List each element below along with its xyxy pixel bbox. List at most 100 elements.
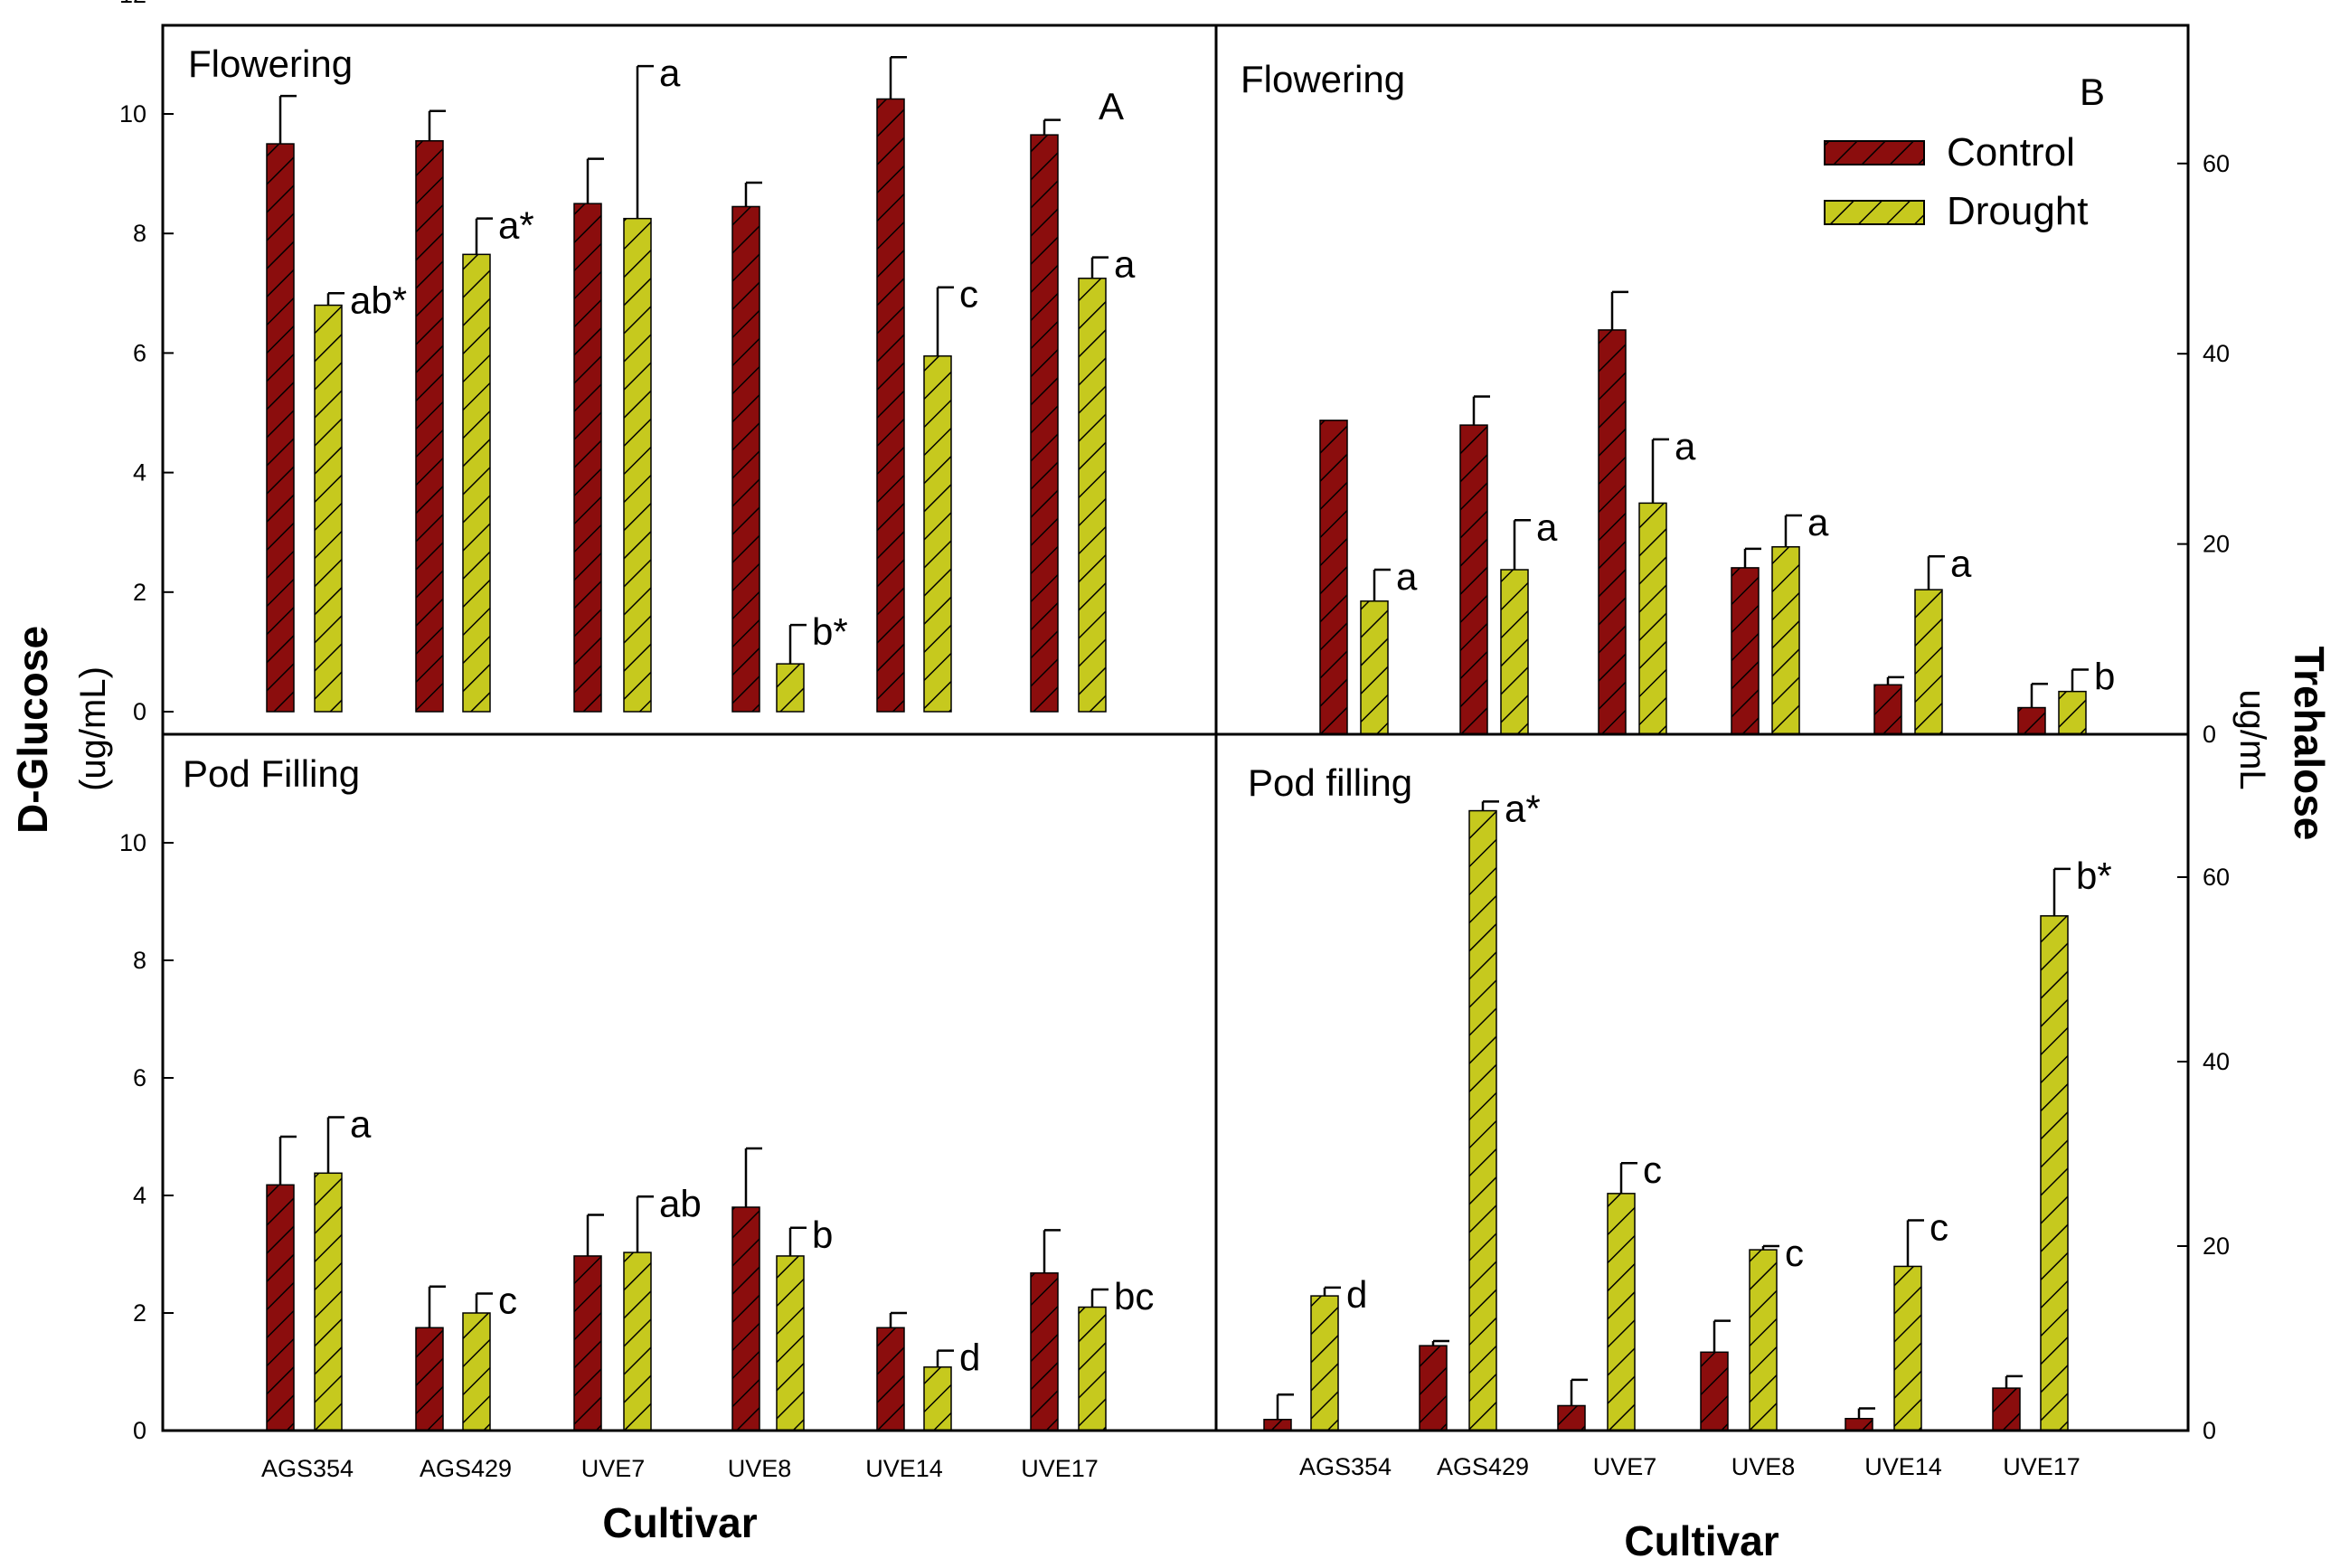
significance-label: d: [1346, 1273, 1367, 1316]
y-tick-label: 4: [133, 1182, 146, 1209]
significance-label: a: [350, 1103, 372, 1146]
significance-label: a: [1396, 555, 1418, 598]
y-tick-label: 60: [2203, 864, 2230, 891]
significance-label: b*: [812, 610, 848, 653]
y-tick-label: 10: [119, 829, 146, 856]
control-bar: [1030, 1272, 1059, 1431]
x-tick-label: UVE8: [1731, 1453, 1796, 1480]
x-tick-label: UVE8: [728, 1455, 792, 1482]
panel-d-title: Pod filling: [1248, 761, 1412, 804]
control-bar: [2017, 706, 2046, 735]
drought-bar: [623, 217, 652, 713]
y-tick-label: 20: [2203, 531, 2230, 558]
control-bar: [731, 205, 760, 713]
legend-drought-swatch: [1824, 200, 1925, 225]
significance-label: a: [1675, 425, 1696, 468]
significance-label: a*: [1505, 787, 1541, 829]
control-bar: [1700, 1351, 1729, 1431]
y-tick-label: 0: [2203, 721, 2216, 748]
y-tick-label: 2: [133, 1299, 146, 1327]
control-bar: [415, 1327, 444, 1431]
y-axis-left-unit: (ug/mL): [73, 666, 113, 791]
control-bar: [731, 1206, 760, 1431]
panel-a-title: Flowering: [188, 43, 353, 85]
panel-c-title: Pod Filling: [183, 752, 360, 795]
control-bar: [1030, 134, 1059, 713]
significance-label: b: [2094, 655, 2115, 697]
x-tick-label: UVE17: [1021, 1455, 1099, 1482]
significance-label: bc: [1114, 1275, 1154, 1318]
drought-bar: [1500, 569, 1529, 735]
significance-label: a: [1114, 243, 1136, 286]
y-tick-label: 20: [2203, 1233, 2230, 1260]
drought-bar: [1078, 278, 1107, 713]
significance-label: b*: [2076, 855, 2112, 897]
x-tick-label: AGS354: [261, 1455, 354, 1482]
drought-bar: [923, 1366, 952, 1431]
drought-bar: [1468, 809, 1497, 1431]
y-tick-label: 60: [2203, 150, 2230, 177]
y-tick-label: 10: [119, 100, 146, 128]
panel-frames: [161, 24, 2190, 1432]
x-tick-label: UVE17: [2003, 1453, 2081, 1480]
drought-bar: [462, 1312, 491, 1431]
drought-bar: [314, 304, 343, 713]
drought-bar: [1914, 589, 1943, 735]
x-tick-label: UVE14: [865, 1455, 943, 1482]
y-tick-label: 8: [133, 947, 146, 974]
control-bar: [266, 1184, 295, 1431]
significance-label: c: [1930, 1205, 1948, 1248]
y-tick-label: 6: [133, 1064, 146, 1091]
control-bar: [876, 1327, 905, 1431]
drought-bar: [314, 1172, 343, 1431]
control-bar: [1845, 1417, 1873, 1431]
y-axis-right-unit: ug/mL: [2232, 689, 2272, 789]
y-axis-left-title: D-Glucose: [9, 626, 56, 834]
control-bar: [1731, 567, 1760, 735]
control-bar: [1263, 1419, 1292, 1431]
x-axis-title-right: Cultivar: [1624, 1517, 1779, 1564]
x-axis-title-left: Cultivar: [602, 1499, 757, 1546]
y-tick-label: 0: [2203, 1417, 2216, 1444]
legend-drought-label: Drought: [1947, 189, 2089, 233]
control-bar: [1419, 1345, 1448, 1431]
significance-label: d: [959, 1337, 980, 1379]
significance-label: a: [1536, 505, 1558, 548]
drought-bar: [1607, 1193, 1636, 1431]
y-tick-label: 0: [133, 698, 146, 725]
legend: Control Drought: [1824, 130, 2089, 233]
frame-right-bottom: [1214, 732, 2190, 1432]
significance-label: ab*: [350, 279, 407, 321]
x-tick-label: UVE14: [1864, 1453, 1942, 1480]
control-bar: [1319, 420, 1348, 735]
drought-bar: [1893, 1265, 1922, 1431]
significance-label: c: [1643, 1148, 1662, 1191]
control-bar: [876, 98, 905, 713]
legend-control-swatch: [1824, 140, 1925, 165]
x-tick-label: AGS354: [1299, 1453, 1392, 1480]
significance-label: ab: [659, 1182, 702, 1224]
drought-bar: [623, 1252, 652, 1431]
drought-bar: [776, 663, 805, 713]
y-tick-label: 2: [133, 579, 146, 606]
significance-label: c: [959, 273, 978, 316]
x-tick-label: UVE7: [581, 1455, 646, 1482]
y-tick-label: 8: [133, 220, 146, 247]
drought-bar: [2040, 915, 2069, 1431]
control-bar: [1873, 684, 1902, 735]
significance-label: b: [812, 1214, 833, 1256]
control-bar: [1459, 424, 1488, 735]
control-bar: [573, 1255, 602, 1431]
y-tick-label: 40: [2203, 1048, 2230, 1075]
drought-bar: [1078, 1306, 1107, 1431]
control-bar: [1598, 329, 1627, 735]
significance-label: c: [1785, 1232, 1804, 1274]
significance-label: a: [659, 52, 681, 94]
legend-control-label: Control: [1947, 130, 2075, 175]
control-bar: [415, 139, 444, 713]
y-tick-label: 40: [2203, 340, 2230, 367]
panel-b-title: Flowering: [1241, 58, 1405, 100]
drought-bar: [462, 253, 491, 713]
control-bar: [1992, 1387, 2021, 1431]
